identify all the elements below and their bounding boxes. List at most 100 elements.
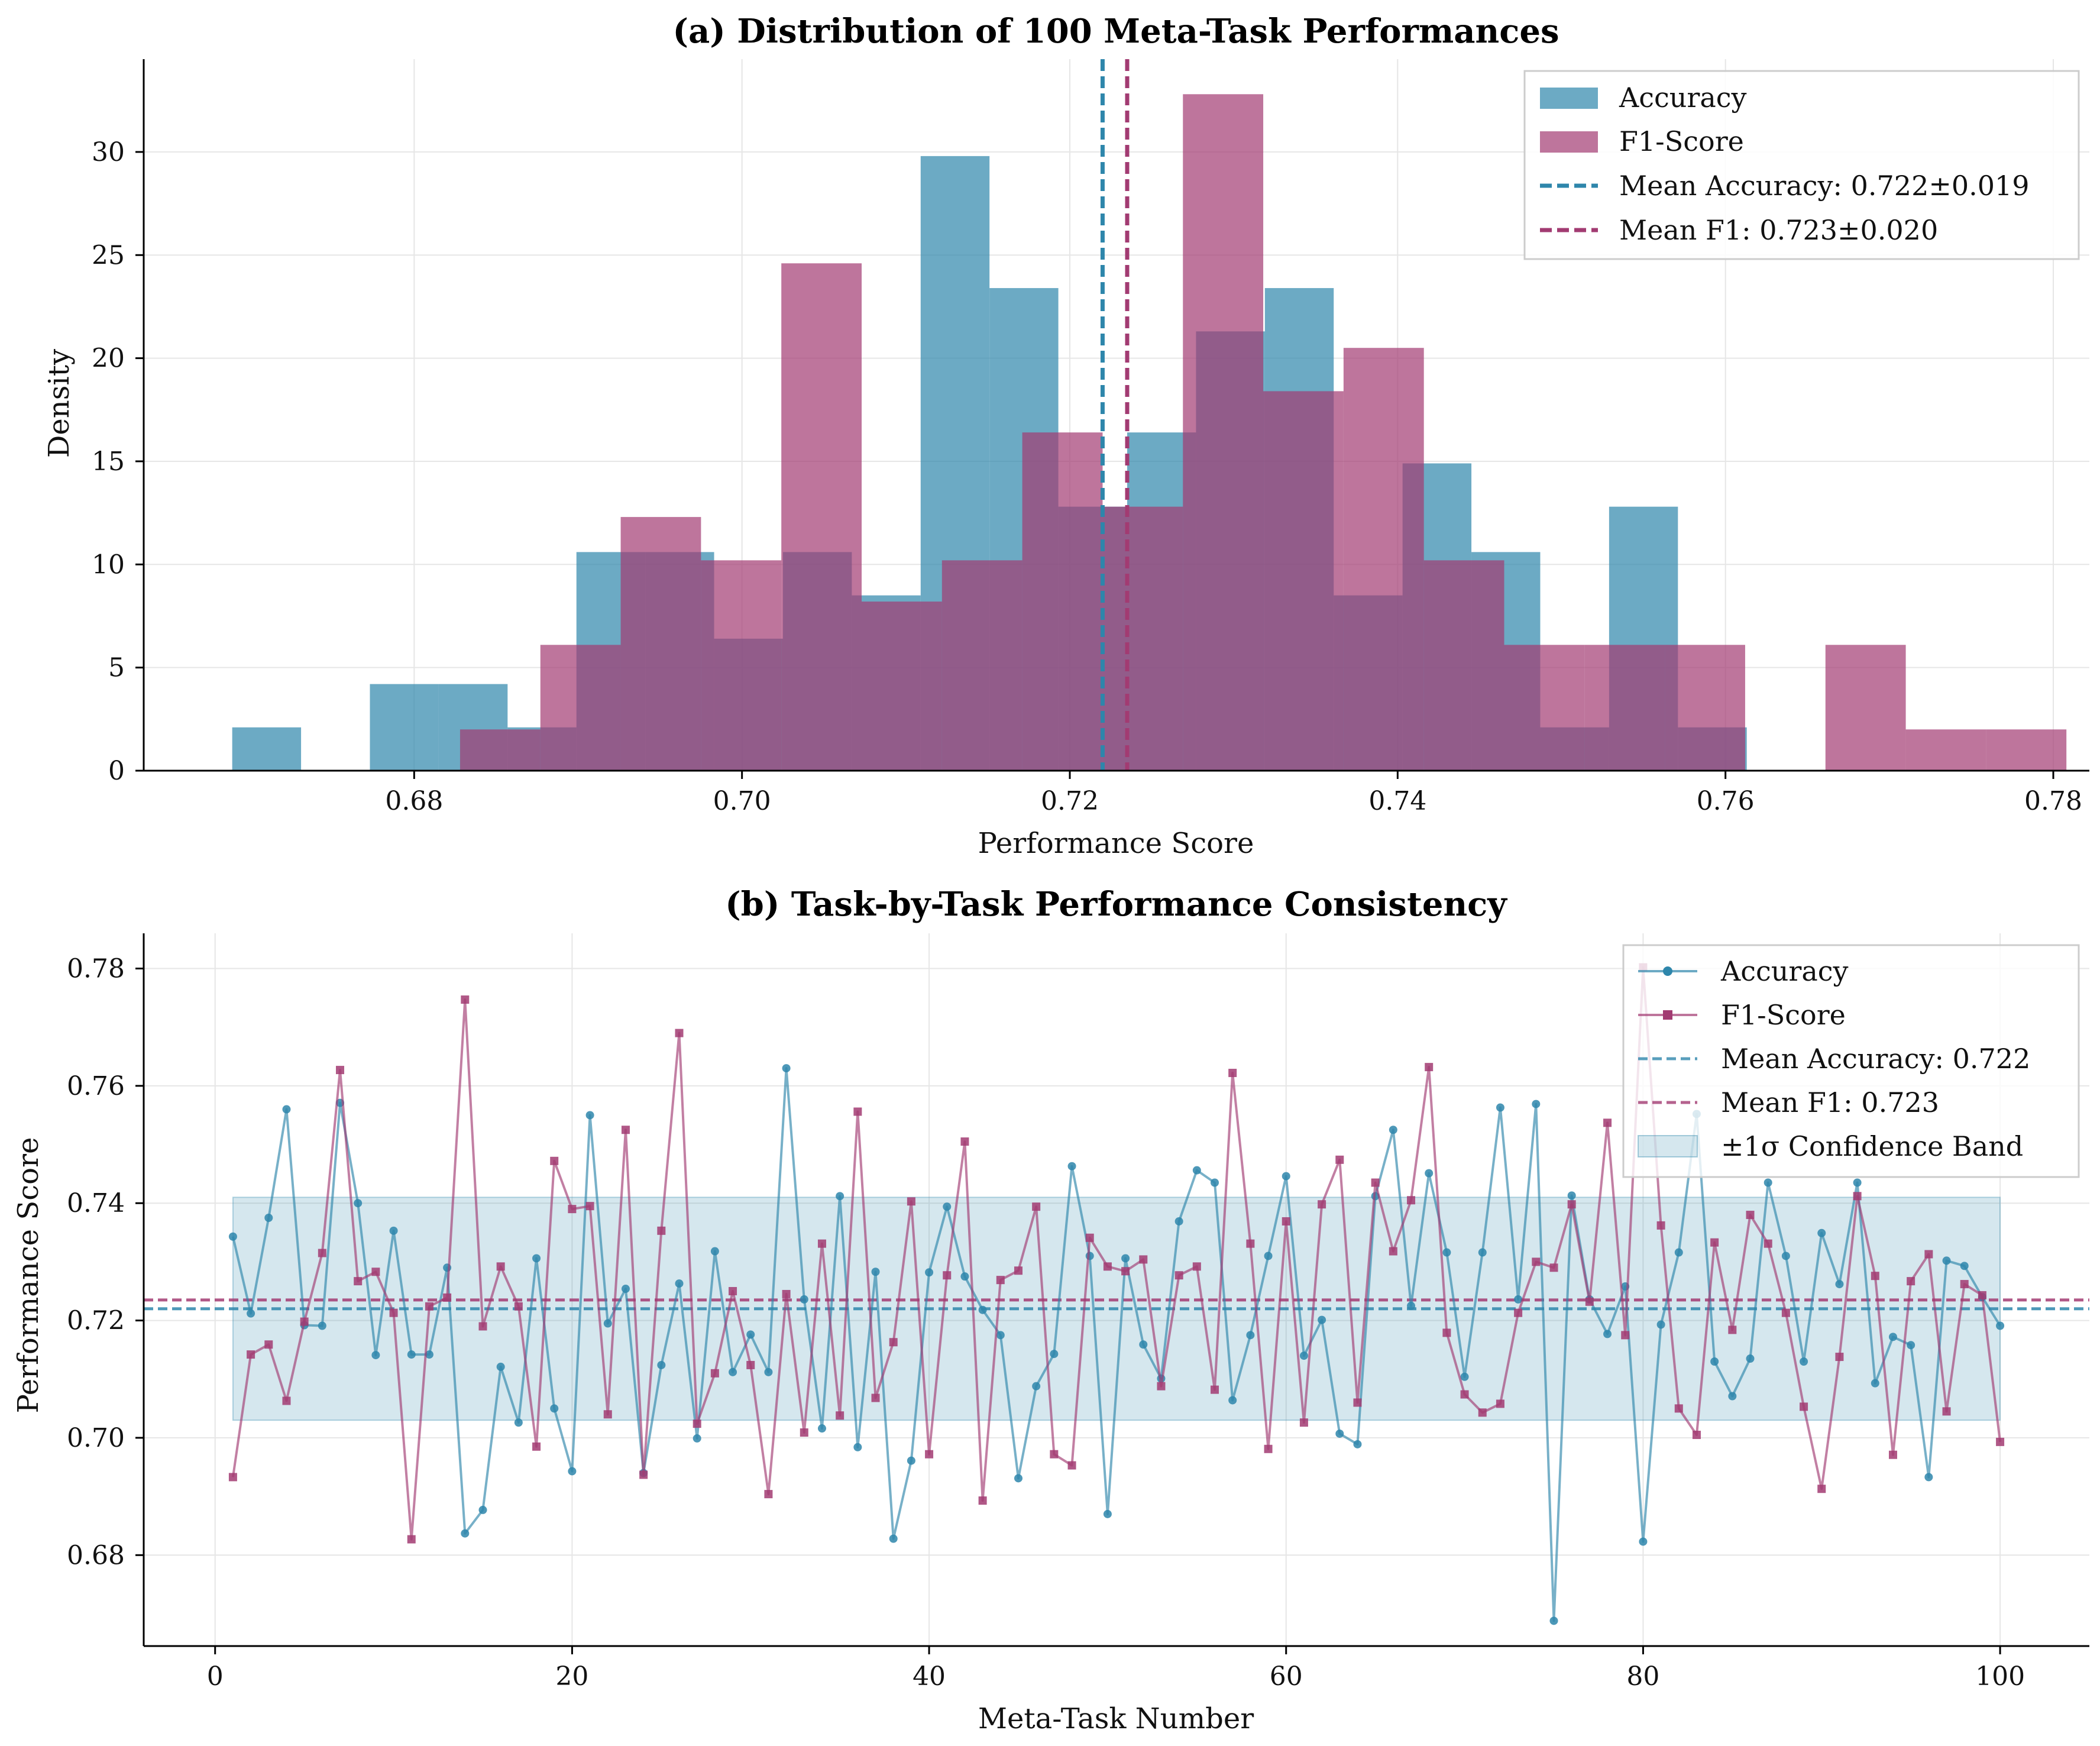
accuracy-point — [1014, 1474, 1023, 1483]
f1-histogram-bar — [460, 729, 541, 771]
f1-point — [371, 1268, 380, 1276]
f1-point — [354, 1277, 363, 1286]
line-y-tick-label: 0.70 — [67, 1423, 125, 1453]
accuracy-point — [389, 1226, 398, 1235]
f1-histogram-bar — [1102, 506, 1183, 771]
f1-histogram-bar — [862, 602, 942, 771]
legend-accuracy-swatch — [1540, 88, 1598, 109]
accuracy-point — [1299, 1351, 1308, 1360]
accuracy-point — [603, 1319, 612, 1328]
f1-point — [1960, 1280, 1969, 1289]
accuracy-point — [585, 1111, 594, 1120]
legend-mean-accuracy-label: Mean Accuracy: 0.722±0.019 — [1619, 170, 2030, 202]
f1-point — [1389, 1247, 1397, 1256]
f1-point — [1514, 1308, 1523, 1317]
accuracy-point — [1817, 1228, 1826, 1237]
line-x-tick-label: 100 — [1975, 1661, 2025, 1692]
f1-point — [407, 1535, 416, 1544]
f1-point — [1603, 1118, 1612, 1127]
line-panel: 0 20 40 60 80 100 0.68 0.70 0.72 0.74 0.76 0.78 (b)… — [12, 885, 2089, 1735]
legend-f1-label: F1-Score — [1619, 125, 1744, 157]
legend-band-swatch — [1638, 1135, 1698, 1157]
accuracy-point — [461, 1529, 470, 1538]
accuracy-point — [1050, 1350, 1059, 1359]
accuracy-point — [478, 1505, 487, 1514]
f1-point — [1532, 1257, 1541, 1266]
accuracy-point — [1871, 1379, 1879, 1388]
accuracy-point — [1264, 1252, 1273, 1260]
accuracy-point — [1800, 1357, 1808, 1366]
f1-point — [1996, 1437, 2005, 1446]
f1-histogram-bars — [460, 94, 2067, 771]
f1-point — [1318, 1200, 1326, 1209]
accuracy-point — [354, 1199, 363, 1208]
accuracy-point — [746, 1330, 755, 1339]
accuracy-point — [1888, 1333, 1897, 1341]
line-x-tick-label: 0 — [207, 1661, 224, 1692]
f1-point — [1728, 1325, 1737, 1334]
f1-histogram-bar — [620, 517, 701, 771]
histogram-x-tick-label: 0.76 — [1697, 786, 1755, 816]
f1-point — [496, 1262, 505, 1271]
accuracy-point — [1174, 1217, 1183, 1226]
accuracy-point — [925, 1268, 934, 1277]
accuracy-point — [1442, 1248, 1451, 1257]
accuracy-point — [1282, 1172, 1290, 1181]
f1-point — [1407, 1196, 1416, 1205]
f1-histogram-bar — [1665, 645, 1745, 771]
histogram-panel: 0.68 0.70 0.72 0.74 0.76 0.78 0 5 10 15 20 25 30 (a)… — [43, 12, 2089, 860]
accuracy-point — [710, 1247, 719, 1256]
accuracy-point — [621, 1285, 630, 1294]
f1-histogram-bar — [1423, 560, 1504, 771]
f1-point — [1800, 1402, 1808, 1411]
accuracy-point — [1067, 1162, 1076, 1171]
accuracy-point — [1656, 1320, 1665, 1329]
f1-point — [764, 1490, 773, 1499]
legend-mean-f1-label: Mean F1: 0.723±0.020 — [1619, 214, 1938, 246]
f1-point — [389, 1308, 398, 1317]
f1-point — [657, 1226, 666, 1235]
f1-point — [1942, 1407, 1951, 1416]
f1-point — [1710, 1238, 1719, 1247]
accuracy-point — [1746, 1354, 1755, 1363]
line-y-tick-label: 0.78 — [67, 954, 125, 984]
histogram-ticks: 0.68 0.70 0.72 0.74 0.76 0.78 0 5 10 15 20 25 30 — [92, 137, 2082, 816]
f1-histogram-bar — [1183, 94, 1264, 771]
line-mean-lines — [144, 1298, 2089, 1311]
histogram-legend: Accuracy F1-Score Mean Accuracy: 0.722±0… — [1523, 70, 2080, 260]
accuracy-point — [532, 1254, 541, 1263]
accuracy-point — [1211, 1178, 1219, 1187]
accuracy-point — [1603, 1330, 1612, 1338]
f1-point — [1032, 1202, 1041, 1211]
accuracy-point — [1853, 1178, 1862, 1187]
accuracy-point — [853, 1443, 862, 1451]
f1-point — [1817, 1485, 1826, 1493]
f1-point — [1264, 1444, 1273, 1453]
accuracy-point — [960, 1272, 969, 1281]
f1-point — [1067, 1461, 1076, 1470]
f1-point — [1978, 1291, 1986, 1299]
f1-point — [1425, 1063, 1434, 1072]
legend-accuracy-label-b: Accuracy — [1720, 955, 1849, 987]
f1-point — [1567, 1200, 1576, 1209]
f1-point — [1674, 1404, 1683, 1413]
f1-point — [1157, 1382, 1166, 1391]
accuracy-point — [889, 1534, 898, 1543]
accuracy-point — [1835, 1280, 1844, 1289]
line-y-tick-label: 0.68 — [67, 1540, 125, 1570]
f1-point — [782, 1289, 791, 1298]
accuracy-point — [1924, 1473, 1933, 1482]
f1-series — [228, 963, 2005, 1544]
f1-point — [550, 1156, 559, 1165]
line-y-axis-label: Performance Score — [12, 1137, 45, 1414]
f1-line — [231, 966, 2002, 1541]
accuracy-point — [1353, 1440, 1362, 1448]
f1-point — [996, 1276, 1005, 1285]
f1-point — [1050, 1450, 1059, 1459]
f1-point — [907, 1197, 915, 1206]
accuracy-histogram-bar — [232, 727, 302, 771]
accuracy-point — [1460, 1372, 1469, 1381]
f1-point — [603, 1410, 612, 1419]
legend-f1-label-b: F1-Score — [1721, 999, 1846, 1031]
